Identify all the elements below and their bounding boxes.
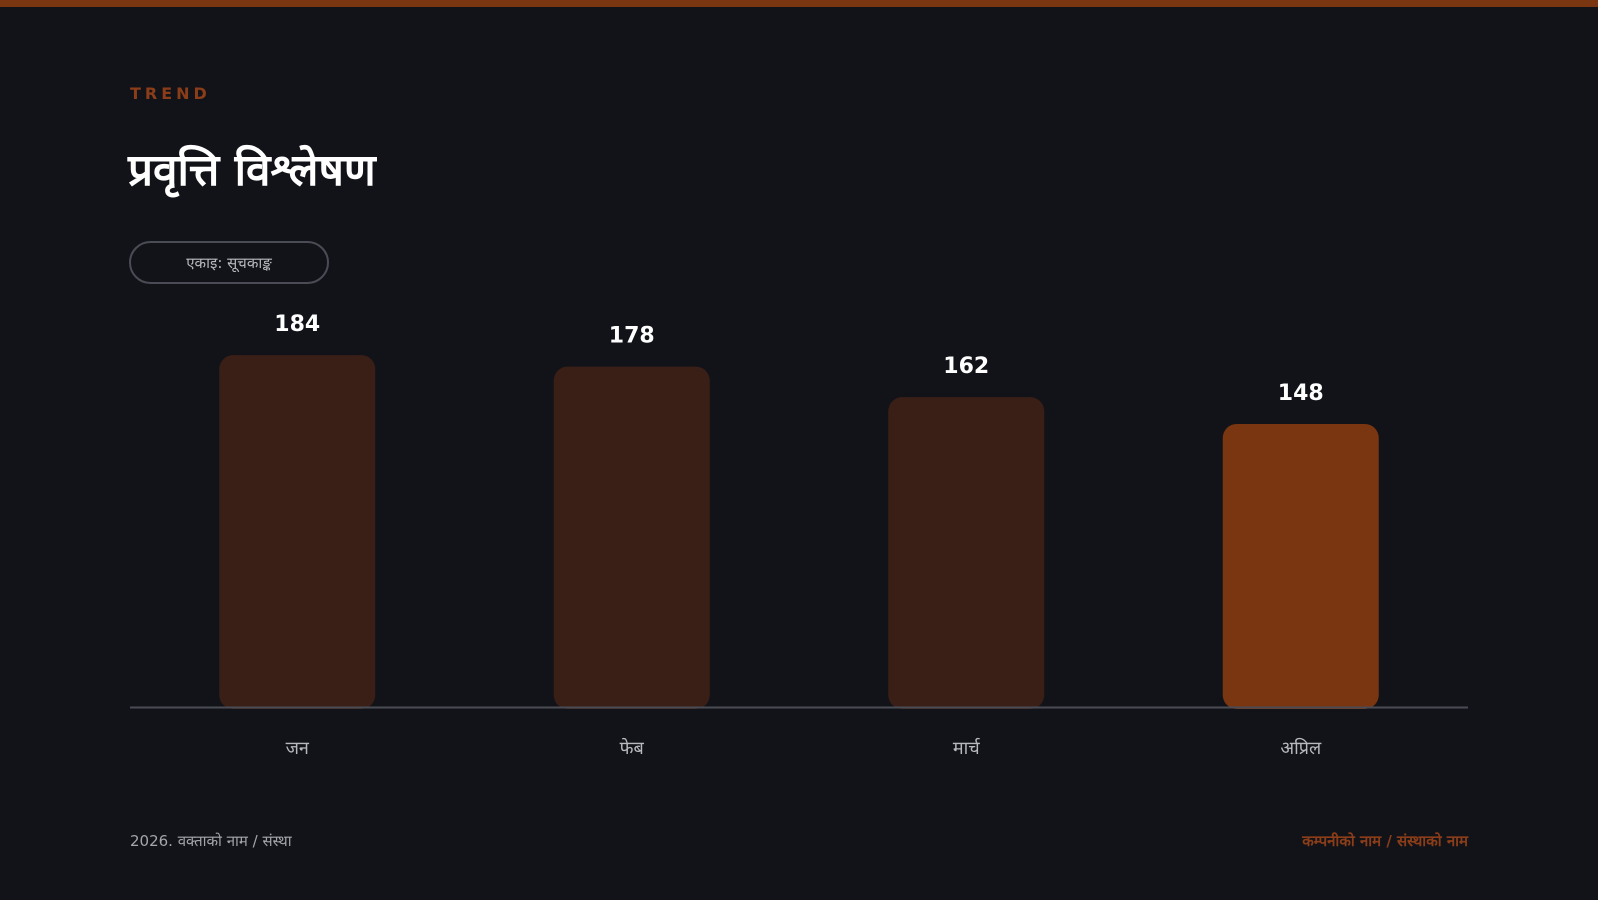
category-label-2: फेब: [620, 737, 645, 759]
value-label-4: 148: [1278, 381, 1324, 406]
bar-3: [888, 397, 1045, 709]
value-label-1: 184: [274, 312, 320, 337]
category-label-4: अप्रिल: [1280, 737, 1322, 759]
value-label-3: 162: [943, 354, 989, 379]
footer-presenter: 2026. वक्ताको नाम / संस्था: [130, 832, 292, 850]
section-eyebrow: TREND: [130, 84, 211, 103]
bar-1: [219, 355, 376, 709]
unit-badge: एकाइ: सूचकाङ्क: [129, 241, 329, 284]
value-label-2: 178: [609, 324, 655, 349]
accent-top-bar: [0, 0, 1598, 7]
bar-2: [553, 366, 710, 709]
slide-title: प्रवृत्ति विश्लेषण: [128, 145, 376, 196]
category-label-3: मार्च: [953, 737, 981, 759]
unit-badge-label: एकाइ: सूचकाङ्क: [186, 253, 272, 272]
footer-company: कम्पनीको नाम / संस्थाको नाम: [1302, 832, 1468, 850]
category-label-1: जन: [286, 738, 310, 759]
bar-4: [1222, 423, 1379, 709]
